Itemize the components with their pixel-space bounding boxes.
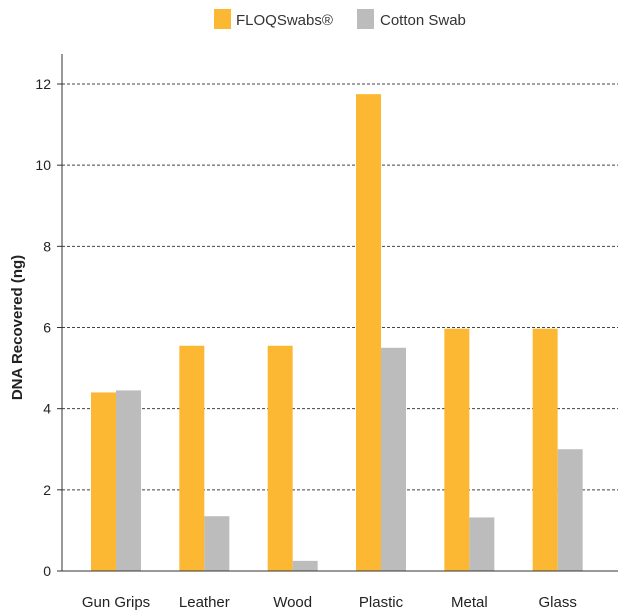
bar-metal-cotton-swab (469, 517, 495, 571)
y-tick-label: 6 (43, 320, 51, 336)
x-axis-categories: Gun Grips Leather Wood Plastic Metal Glass (82, 594, 577, 611)
bar-glass-cotton-swab (557, 449, 583, 571)
y-axis-label: DNA Recovered (ng) (9, 255, 26, 400)
x-category-label: Wood (273, 594, 312, 611)
y-tick-label: 10 (35, 157, 51, 173)
x-category-label: Gun Grips (82, 594, 150, 611)
legend: FLOQSwabs® Cotton Swab (214, 9, 466, 29)
bar-glass-floqswabs (532, 328, 558, 571)
y-tick-label: 8 (43, 238, 51, 254)
legend-swatch (214, 9, 231, 29)
grid-lines (62, 83, 618, 491)
legend-label: FLOQSwabs® (236, 12, 333, 29)
bar-metal-floqswabs (444, 328, 470, 571)
y-axis-ticks: 0 2 4 6 8 10 12 (35, 76, 62, 579)
bars (91, 94, 583, 571)
legend-label: Cotton Swab (380, 12, 466, 29)
bar-leather-floqswabs (179, 345, 205, 571)
bar-leather-cotton-swab (204, 516, 230, 571)
bar-plastic-cotton-swab (381, 347, 406, 571)
y-tick-label: 0 (43, 563, 51, 579)
bar-plastic-floqswabs (356, 94, 381, 571)
x-category-label: Plastic (359, 594, 404, 611)
bar-gun-grips-floqswabs (91, 392, 116, 571)
x-category-label: Leather (179, 594, 230, 611)
y-tick-label: 12 (35, 76, 51, 92)
x-category-label: Glass (538, 594, 576, 611)
x-category-label: Metal (451, 594, 488, 611)
bar-gun-grips-cotton-swab (116, 390, 141, 571)
bar-wood-floqswabs (267, 345, 293, 571)
y-tick-label: 2 (43, 482, 51, 498)
legend-swatch (357, 9, 374, 29)
bar-wood-cotton-swab (292, 560, 318, 571)
y-tick-label: 4 (43, 401, 51, 417)
